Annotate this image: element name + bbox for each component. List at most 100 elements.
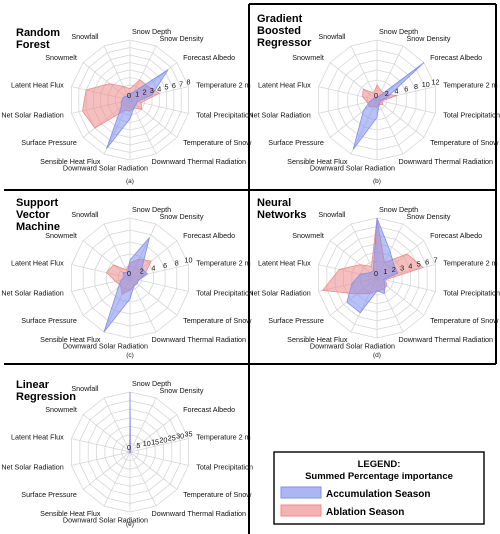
axis-spoke (103, 451, 131, 507)
axis-label: Snowmelt (292, 53, 324, 62)
axis-label: Latent Heat Flux (11, 80, 64, 89)
panel-title: Gradient (257, 13, 303, 25)
axis-label: Sensible Heat Flux (40, 335, 101, 344)
radial-tick-label: 10 (143, 439, 151, 448)
axis-label: Snow Density (160, 386, 204, 395)
axis-label: Snowfall (71, 32, 99, 41)
axis-label: Snowmelt (45, 405, 77, 414)
radial-tick-label: 1 (135, 89, 139, 98)
axis-spoke (71, 451, 131, 466)
axis-spoke (129, 277, 178, 316)
panel-letter: (c) (126, 352, 134, 359)
axis-label: Temperature 2 m (196, 80, 250, 89)
radial-tick-label: 8 (175, 258, 179, 267)
axis-label: Downward Solar Radiation (310, 342, 395, 351)
axis-label: Latent Heat Flux (11, 258, 64, 267)
panel-title: Forest (16, 39, 50, 51)
legend-title: LEGEND: (358, 459, 401, 470)
axis-label: Forecast Albedo (430, 53, 482, 62)
panel-title: Neural (257, 197, 291, 209)
axis-spoke (129, 99, 157, 155)
axis-label: Temperature 2 m (196, 432, 250, 441)
axis-label: Snowfall (318, 32, 346, 41)
axis-label: Snow Density (407, 212, 451, 221)
axis-label: Temperature 2 m (443, 80, 497, 89)
axis-label: Snow Density (407, 34, 451, 43)
axis-label: Downward Solar Radiation (63, 164, 148, 173)
legend: LEGEND: Summed Percentage importance Acc… (273, 451, 485, 525)
radial-tick-label: 35 (184, 430, 192, 439)
axis-label: Temperature 2 m (443, 258, 497, 267)
radial-tick-label: 2 (392, 265, 396, 274)
axis-label: Sensible Heat Flux (40, 157, 101, 166)
radial-tick-label: 5 (136, 441, 140, 450)
radial-tick-label: 6 (425, 258, 429, 267)
axis-label: Temperature of Snow (430, 316, 499, 325)
panel-title: Support (16, 197, 58, 209)
radial-tick-label: 0 (374, 269, 378, 278)
axis-spoke (129, 451, 189, 466)
axis-label: Total Precipitation (196, 111, 253, 120)
axis-label: Net Solar Radiation (248, 289, 310, 298)
panel-title: Machine (16, 221, 60, 233)
axis-label: Downward Thermal Radiation (399, 335, 494, 344)
axis-label: Downward Thermal Radiation (399, 157, 494, 166)
radial-tick-label: 2 (140, 266, 144, 275)
radial-tick-label: 0 (127, 269, 131, 278)
axis-label: Total Precipitation (196, 289, 253, 298)
panel-title: Regressor (257, 37, 312, 49)
legend-label-accumulation: Accumulation Season (326, 489, 430, 500)
axis-spoke (82, 414, 131, 453)
panel-title: Boosted (257, 25, 301, 37)
axis-label: Snow Depth (132, 27, 171, 36)
panel-letter: (e) (126, 521, 134, 528)
radial-tick-label: 5 (417, 259, 421, 268)
axis-spoke (129, 277, 157, 333)
axis-label: Latent Heat Flux (11, 432, 64, 441)
axis-label: Downward Thermal Radiation (152, 335, 247, 344)
radial-tick-label: 4 (394, 87, 398, 96)
axis-spoke (376, 277, 436, 292)
axis-label: Snowfall (71, 384, 99, 393)
radial-tick-label: 2 (143, 88, 147, 97)
axis-label: Snowfall (71, 210, 99, 219)
axis-label: Snow Depth (132, 205, 171, 214)
axis-label: Net Solar Radiation (1, 463, 63, 472)
axis-label: Downward Thermal Radiation (152, 157, 247, 166)
radial-tick-label: 4 (151, 264, 155, 273)
panel-title: Vector (16, 209, 50, 221)
axis-spoke (103, 397, 131, 453)
radial-tick-label: 1 (383, 267, 387, 276)
axis-label: Forecast Albedo (183, 405, 235, 414)
accumulation-series-area (346, 217, 399, 314)
panel-letter: (b) (373, 178, 381, 185)
panel-title: Linear (16, 379, 50, 391)
axis-label: Snow Depth (379, 27, 418, 36)
radial-tick-label: 4 (157, 84, 161, 93)
axis-label: Sensible Heat Flux (40, 509, 101, 518)
radial-tick-label: 30 (176, 432, 184, 441)
axis-spoke (129, 414, 178, 453)
axis-spoke (129, 451, 178, 490)
axis-label: Forecast Albedo (183, 53, 235, 62)
radial-tick-label: 6 (163, 261, 167, 270)
axis-spoke (376, 99, 404, 155)
axis-label: Temperature of Snow (430, 138, 499, 147)
axis-spoke (129, 397, 157, 453)
axis-spoke (129, 438, 189, 453)
radial-tick-label: 3 (400, 263, 404, 272)
panel-title: Networks (257, 209, 307, 221)
axis-label: Temperature of Snow (183, 490, 252, 499)
axis-label: Total Precipitation (196, 463, 253, 472)
radial-tick-label: 20 (159, 435, 167, 444)
legend-label-ablation: Ablation Season (326, 507, 404, 518)
radial-tick-label: 5 (165, 83, 169, 92)
radial-tick-label: 0 (374, 91, 378, 100)
axis-spoke (376, 99, 425, 138)
